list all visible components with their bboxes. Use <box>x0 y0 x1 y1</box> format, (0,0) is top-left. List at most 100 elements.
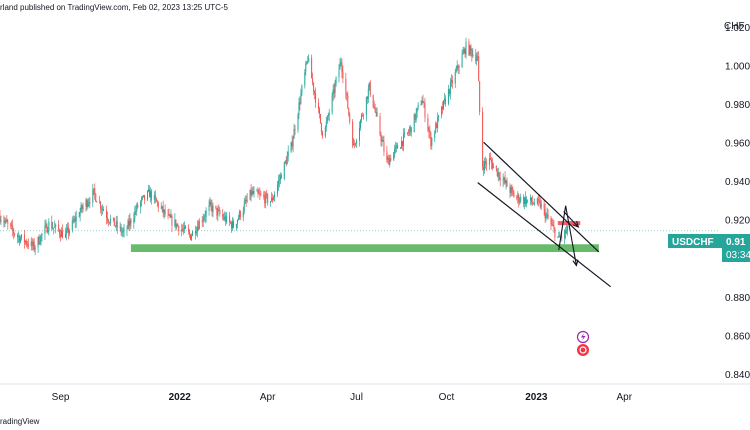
candle-body <box>471 50 473 57</box>
candle-body <box>438 115 440 118</box>
candle-body <box>543 204 545 210</box>
candle-body <box>457 65 459 69</box>
candle-body <box>437 117 439 129</box>
y-tick-label: 0.920 <box>725 216 750 227</box>
candle-body <box>280 175 282 179</box>
candle-body <box>273 197 275 201</box>
candle-body <box>265 193 267 204</box>
candle-body <box>175 219 177 228</box>
candle-body <box>359 127 361 141</box>
candle-body <box>44 226 46 234</box>
candle-body <box>235 224 237 228</box>
candle-body <box>198 221 200 230</box>
candle-body <box>406 132 408 134</box>
candle-body <box>313 82 315 92</box>
candle-body <box>539 200 541 208</box>
candle-body <box>546 214 548 216</box>
y-tick-label: 0.860 <box>725 331 750 342</box>
candle-body <box>147 191 149 200</box>
candle-body <box>12 225 14 231</box>
candle-body <box>48 221 50 231</box>
candle-body <box>342 71 344 79</box>
candle-body <box>249 189 251 200</box>
candle-body <box>65 229 67 234</box>
candle-body <box>519 201 521 203</box>
candle-body <box>115 221 117 226</box>
candle-body <box>189 231 191 235</box>
candle-body <box>226 215 228 223</box>
candle-body <box>122 230 124 232</box>
candle-body <box>39 242 41 244</box>
candle-body <box>167 214 169 216</box>
candle-body <box>245 200 247 202</box>
candle-body <box>389 158 391 165</box>
candle-body <box>485 161 487 163</box>
event-icons[interactable] <box>576 330 590 357</box>
channel-line[interactable] <box>477 182 611 288</box>
candle-body <box>315 93 317 103</box>
candle-body <box>386 151 388 160</box>
candle-body <box>195 231 197 234</box>
projection-arrow[interactable] <box>563 211 579 228</box>
candle-body <box>5 219 7 222</box>
candle-body <box>94 188 96 194</box>
candle-body <box>444 98 446 104</box>
candle-body <box>215 205 217 209</box>
candle-body <box>252 191 254 194</box>
candle-body <box>27 244 29 247</box>
candle-body <box>312 78 314 83</box>
candle-body <box>244 200 246 204</box>
candle-body <box>449 82 451 94</box>
candle-body <box>209 201 211 205</box>
candle-body <box>331 95 333 113</box>
candle-body <box>150 191 152 200</box>
y-tick-label: 0.840 <box>725 370 750 381</box>
candle-body <box>300 93 302 104</box>
projection-arrow[interactable] <box>558 205 577 266</box>
candle-body <box>292 138 294 147</box>
candle-body <box>361 114 363 116</box>
support-zone[interactable] <box>130 244 599 252</box>
candle-body <box>513 192 515 198</box>
dividend-icon[interactable] <box>577 344 589 356</box>
candle-body <box>325 122 327 128</box>
candle-body <box>523 196 525 204</box>
candle-body <box>430 133 432 146</box>
candle-body <box>33 241 35 250</box>
candle-body <box>553 225 555 229</box>
candle-body <box>163 209 165 213</box>
currency-label: CHF <box>724 21 745 32</box>
candle-body <box>297 114 299 131</box>
candle-body <box>11 225 13 227</box>
candle-body <box>356 140 358 144</box>
candle-body <box>224 216 226 220</box>
candle-body <box>434 132 436 139</box>
candle-body <box>502 179 504 181</box>
candle-body <box>201 221 203 222</box>
candle-body <box>204 216 206 218</box>
candle-body <box>134 211 136 219</box>
candle-body <box>61 230 63 237</box>
candle-body <box>256 190 258 192</box>
candle-body <box>327 115 329 117</box>
bar-countdown-label: 03:34 <box>726 250 750 261</box>
candle-body <box>451 79 453 84</box>
dividend-icon-ring <box>579 346 587 354</box>
candle-body <box>116 221 118 228</box>
candle-body <box>178 226 180 232</box>
price-axis-background <box>720 14 750 384</box>
candle-body <box>3 220 5 223</box>
candle-body <box>318 108 320 114</box>
candle-body <box>284 161 286 163</box>
candle-body <box>403 133 405 135</box>
candle-body <box>431 138 433 146</box>
candle-body <box>18 236 20 238</box>
candle-body <box>559 235 561 238</box>
candle-body <box>17 235 19 238</box>
arrow-head <box>572 221 580 228</box>
channel-line[interactable] <box>483 141 600 253</box>
candle-body <box>258 193 260 195</box>
candle-body <box>536 198 538 204</box>
candle-body <box>99 202 101 203</box>
